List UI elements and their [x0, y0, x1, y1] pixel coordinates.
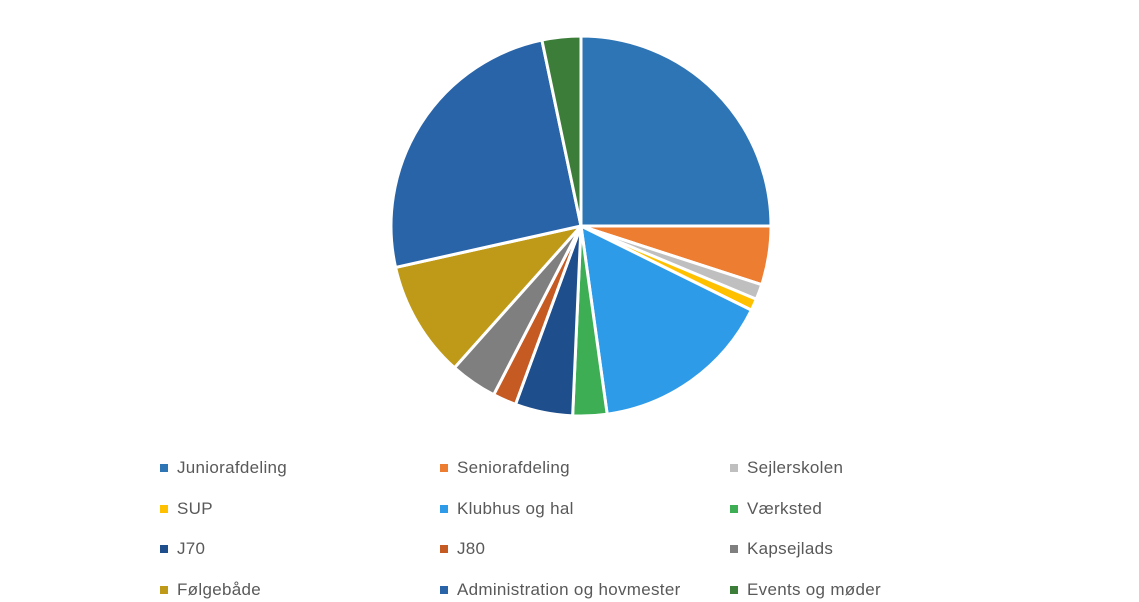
legend-label: J70	[177, 539, 206, 559]
pie-slice-administration-og-hovmester	[389, 38, 583, 269]
legend-swatch	[440, 464, 448, 473]
legend-item-kapsejlads: Kapsejlads	[730, 529, 920, 570]
legend-item-vaerksted: Værksted	[730, 489, 920, 530]
legend-item-juniorafdeling: Juniorafdeling	[160, 448, 440, 489]
legend-swatch	[160, 545, 168, 554]
legend-item-klubhus-og-hal: Klubhus og hal	[440, 489, 730, 530]
legend-label: Seniorafdeling	[457, 458, 570, 478]
legend-item-sup: SUP	[160, 489, 440, 530]
legend-label: Sejlerskolen	[747, 458, 844, 478]
pie-slice-foelgebaade	[394, 224, 583, 370]
legend-label: Juniorafdeling	[177, 458, 288, 478]
legend-swatch	[440, 504, 448, 513]
legend-swatch	[730, 585, 738, 594]
chart-legend: Juniorafdeling Seniorafdeling Sejlerskolen…	[160, 448, 920, 602]
legend-swatch	[730, 545, 738, 554]
legend-swatch	[160, 504, 168, 513]
pie-slice-klubhus-og-hal	[579, 224, 753, 416]
legend-item-seniorafdeling: Seniorafdeling	[440, 448, 730, 489]
legend-item-foelgebaade: Følgebåde	[160, 570, 440, 602]
legend-item-administration-og-hovmester: Administration og hovmester	[440, 570, 730, 602]
legend-swatch	[730, 464, 738, 473]
legend-label: Følgebåde	[177, 579, 261, 599]
pie-chart-plot	[389, 34, 773, 418]
legend-label: Kapsejlads	[747, 539, 834, 559]
legend-label: Klubhus og hal	[457, 498, 574, 518]
legend-item-j70: J70	[160, 529, 440, 570]
legend-label: Events og møder	[747, 579, 881, 599]
legend-swatch	[440, 585, 448, 594]
legend-swatch	[160, 585, 168, 594]
legend-item-sejlerskolen: Sejlerskolen	[730, 448, 920, 489]
pie-slice-events-og-moeder	[540, 34, 583, 228]
legend-swatch	[440, 545, 448, 554]
legend-swatch	[730, 504, 738, 513]
legend-label: J80	[457, 539, 486, 559]
pie-slice-juniorafdeling	[579, 34, 773, 228]
legend-label: SUP	[177, 498, 213, 518]
legend-swatch	[160, 464, 168, 473]
legend-label: Værksted	[747, 498, 823, 518]
legend-label: Administration og hovmester	[457, 579, 681, 599]
legend-item-events-og-moeder: Events og møder	[730, 570, 920, 602]
legend-item-j80: J80	[440, 529, 730, 570]
